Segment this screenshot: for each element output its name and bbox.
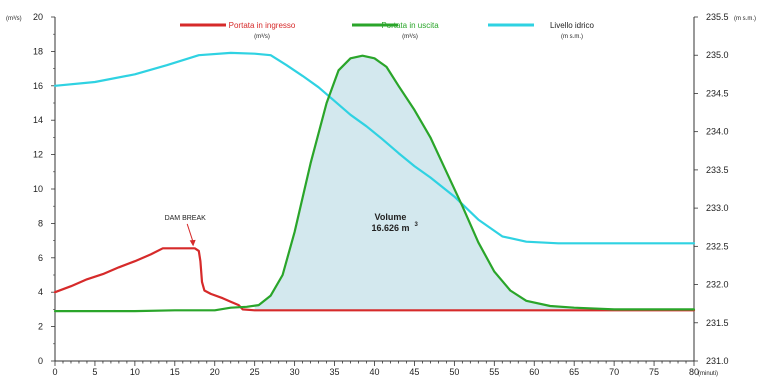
left-y-tick-label: 16 — [33, 81, 43, 91]
right-y-tick-label: 231.0 — [706, 356, 729, 366]
x-tick-label: 25 — [250, 367, 260, 377]
right-y-tick-label: 231.5 — [706, 318, 729, 328]
x-tick-label: 30 — [290, 367, 300, 377]
volume-value: 16.626 m — [371, 223, 409, 233]
x-axis-unit: (minuti) — [698, 371, 718, 377]
dam-break-label: DAM BREAK — [165, 215, 207, 222]
legend: Portata in ingresso (m³/s) Portata in usci… — [180, 21, 595, 40]
series-line-portata-in-ingresso — [53, 247, 696, 312]
x-tick-label: 50 — [449, 367, 459, 377]
left-y-tick-label: 0 — [38, 356, 43, 366]
x-tick-label: 5 — [92, 367, 97, 377]
volume-area-layer — [254, 55, 615, 311]
left-y-tick-label: 18 — [33, 46, 43, 56]
x-tick-label: 35 — [330, 367, 340, 377]
x-tick-label: 65 — [569, 367, 579, 377]
x-tick-label: 45 — [409, 367, 419, 377]
right-y-tick-label: 233.5 — [706, 165, 729, 175]
left-y-tick-label: 20 — [33, 12, 43, 22]
volume-unit-exponent: 3 — [414, 222, 418, 228]
legend-label-portata-in-uscita: Portata in uscita — [381, 21, 439, 30]
dam-break-arrow-head — [189, 239, 196, 247]
volume-shaded-area — [254, 55, 615, 311]
x-tick-label: 40 — [369, 367, 379, 377]
x-tick-label: 0 — [52, 367, 57, 377]
legend-label-portata-in-ingresso: Portata in ingresso — [229, 21, 296, 30]
left-y-tick-label: 6 — [38, 253, 43, 263]
left-y-tick-label: 14 — [33, 115, 43, 125]
left-y-tick-label: 2 — [38, 322, 43, 332]
left-y-tick-label: 8 — [38, 218, 43, 228]
x-tick-label: 60 — [529, 367, 539, 377]
x-tick-label: 75 — [649, 367, 659, 377]
legend-unit-portata-in-uscita: (m³/s) — [402, 34, 418, 40]
dam-break-arrow-line — [186, 223, 194, 243]
legend-unit-livello-idrico: (m s.m.) — [561, 34, 583, 40]
volume-title: Volume — [375, 212, 407, 222]
series-line-portata-in-uscita — [53, 54, 696, 313]
left-y-tick-label: 10 — [33, 184, 43, 194]
x-tick-label: 10 — [130, 367, 140, 377]
right-y-tick-label: 234.5 — [706, 88, 729, 98]
right-y-tick-label: 234.0 — [706, 127, 729, 137]
x-tick-label: 55 — [489, 367, 499, 377]
right-y-unit: (m s.m.) — [734, 16, 756, 22]
series-lines — [53, 51, 696, 313]
left-y-tick-label: 4 — [38, 287, 43, 297]
x-tick-label: 80 — [689, 367, 699, 377]
right-y-tick-label: 232.5 — [706, 241, 729, 251]
legend-label-livello-idrico: Livello idrico — [550, 21, 595, 30]
right-y-tick-label: 235.0 — [706, 50, 729, 60]
x-tick-label: 70 — [609, 367, 619, 377]
right-y-tick-label: 232.0 — [706, 280, 729, 290]
axes: 0 5 10 15 20 25 30 35 40 45 50 55 60 65 70 75 80(minuti)… — [6, 12, 756, 377]
right-y-tick-label: 233.0 — [706, 203, 729, 213]
x-tick-label: 15 — [170, 367, 180, 377]
right-y-tick-label: 235.5 — [706, 12, 729, 22]
legend-unit-portata-in-ingresso: (m³/s) — [254, 34, 270, 40]
series-line-livello-idrico — [53, 51, 696, 245]
x-tick-label: 20 — [210, 367, 220, 377]
left-y-tick-label: 12 — [33, 150, 43, 160]
left-y-unit: (m³/s) — [6, 16, 22, 22]
